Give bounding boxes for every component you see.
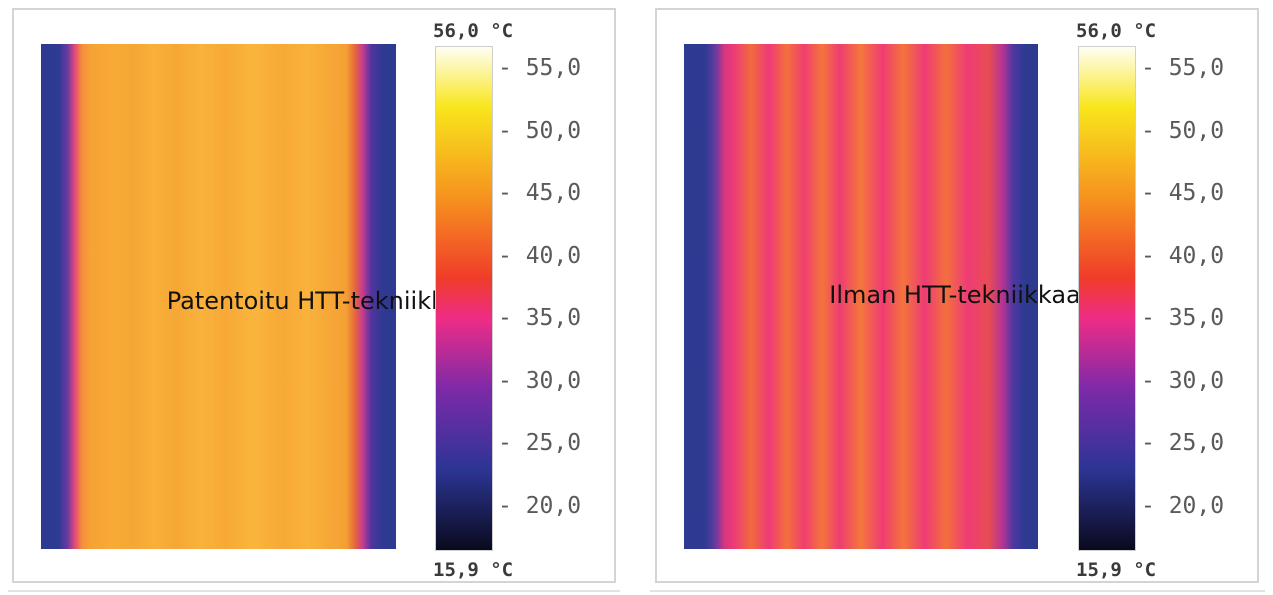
temperature-color-scale: [435, 46, 493, 551]
scale-tick: - 20,0: [1141, 492, 1225, 519]
scale-tick: - 45,0: [498, 180, 582, 206]
scale-tick: - 25,0: [1141, 430, 1225, 456]
thermal-image-no-htt: [684, 44, 1038, 549]
scale-tick: - 55,0: [1141, 55, 1225, 81]
scale-tick: - 50,0: [1141, 117, 1225, 144]
scale-min-label: 15,9 °C: [1076, 559, 1157, 581]
divider: [650, 590, 1265, 592]
scale-max-label: 56,0 °C: [1076, 20, 1157, 42]
scale-tick: - 30,0: [1141, 367, 1225, 394]
thermal-panel-right: Ilman HTT-tekniikkaa 56,0 °C - 55,0 - 50…: [655, 8, 1259, 583]
scale-tick: - 50,0: [498, 117, 582, 144]
scale-tick: - 55,0: [498, 55, 582, 81]
scale-max-label: 56,0 °C: [433, 20, 514, 42]
thermal-caption-no-htt: Ilman HTT-tekniikkaa: [829, 281, 1081, 309]
scale-tick: - 30,0: [498, 367, 582, 394]
scale-tick: - 40,0: [1141, 242, 1225, 269]
thermal-caption-htt: Patentoitu HTT-tekniikka: [166, 287, 460, 315]
divider: [8, 590, 620, 592]
scale-tick: - 20,0: [498, 492, 582, 519]
scale-tick: - 35,0: [498, 305, 582, 331]
temperature-color-scale: [1078, 46, 1136, 551]
scale-tick: - 25,0: [498, 430, 582, 456]
thermal-panel-left: Patentoitu HTT-tekniikka 56,0 °C - 55,0 …: [12, 8, 616, 583]
scale-tick: - 40,0: [498, 242, 582, 269]
scale-tick: - 45,0: [1141, 180, 1225, 206]
scale-min-label: 15,9 °C: [433, 559, 514, 581]
scale-tick: - 35,0: [1141, 305, 1225, 331]
thermal-image-htt: [41, 44, 396, 549]
